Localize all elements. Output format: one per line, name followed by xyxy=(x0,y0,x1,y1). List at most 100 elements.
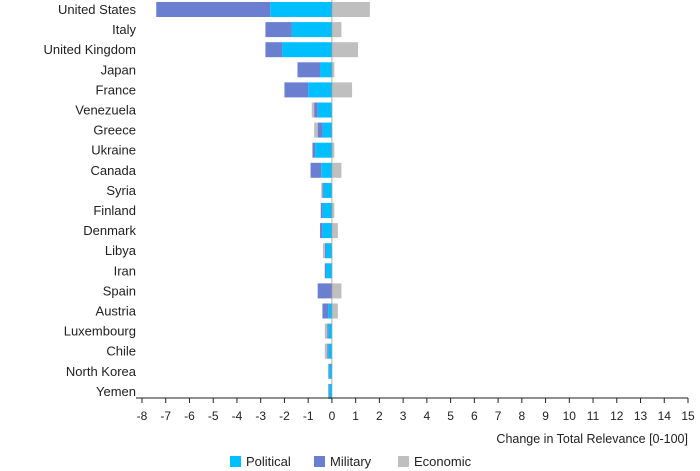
bar-military-north-korea xyxy=(328,363,330,379)
bar-military-iran xyxy=(324,263,326,279)
bar-political-italy xyxy=(291,22,332,38)
x-tick-label: 1 xyxy=(352,409,359,423)
legend-swatch-political xyxy=(230,456,241,467)
bar-political-austria xyxy=(328,303,332,319)
category-label: United States xyxy=(58,2,137,17)
bar-military-italy xyxy=(265,22,292,38)
bar-political-ukraine xyxy=(315,142,332,158)
category-label: Ukraine xyxy=(91,143,136,158)
bar-political-finland xyxy=(322,203,332,218)
bar-military-libya xyxy=(324,243,326,259)
x-tick-label: -3 xyxy=(255,409,266,423)
legend-swatch-military xyxy=(314,456,325,467)
category-label: Chile xyxy=(106,344,136,359)
x-tick-label: 8 xyxy=(518,409,525,423)
bar-economic-syria xyxy=(321,182,323,198)
bar-political-greece xyxy=(322,122,332,138)
x-tick-label: -4 xyxy=(232,409,243,423)
category-label: United Kingdom xyxy=(44,42,137,57)
bar-political-united-kingdom xyxy=(282,42,332,58)
bar-economic-spain xyxy=(331,283,342,299)
category-label: Syria xyxy=(106,183,136,198)
bar-political-iran xyxy=(325,263,332,279)
bar-political-chile xyxy=(328,343,332,359)
category-label: France xyxy=(96,82,136,97)
bar-military-yemen xyxy=(328,383,330,399)
legend-label-economic: Economic xyxy=(414,454,472,469)
category-label: North Korea xyxy=(66,364,137,379)
x-tick-label: 13 xyxy=(634,409,648,423)
category-label: Denmark xyxy=(83,223,136,238)
bar-economic-chile xyxy=(324,343,328,359)
bar-military-france xyxy=(284,82,309,98)
category-label: Austria xyxy=(96,304,137,319)
bar-economic-canada xyxy=(331,162,342,178)
bar-economic-austria xyxy=(331,303,338,319)
x-tick-label: 7 xyxy=(495,409,502,423)
bar-economic-denmark xyxy=(331,223,338,239)
bar-military-syria xyxy=(322,182,324,198)
bar-economic-libya xyxy=(322,243,325,259)
x-tick-label: -7 xyxy=(160,409,171,423)
bar-economic-venezuela xyxy=(311,102,315,118)
category-label: Spain xyxy=(103,283,136,298)
category-label: Finland xyxy=(93,203,136,218)
category-label: Japan xyxy=(101,62,136,77)
bar-military-ukraine xyxy=(312,142,316,158)
bar-economic-united-states xyxy=(331,2,370,17)
bar-military-denmark xyxy=(320,223,323,239)
bar-military-chile xyxy=(327,343,329,359)
bar-military-canada xyxy=(310,162,322,178)
x-axis-title: Change in Total Relevance [0-100] xyxy=(496,432,688,446)
bar-political-syria xyxy=(323,182,332,198)
x-tick-label: 6 xyxy=(471,409,478,423)
x-tick-label: -8 xyxy=(137,409,148,423)
x-tick-label: 9 xyxy=(542,409,549,423)
x-tick-label: -2 xyxy=(279,409,290,423)
bar-political-venezuela xyxy=(317,102,332,118)
x-tick-label: -6 xyxy=(184,409,195,423)
category-labels: United States Italy United Kingdom Japan Fra… xyxy=(44,2,137,399)
bar-political-canada xyxy=(321,162,332,178)
category-label: Italy xyxy=(112,22,136,37)
bar-military-united-kingdom xyxy=(265,42,283,58)
x-tick-label: 10 xyxy=(563,409,577,423)
legend-label-military: Military xyxy=(330,454,372,469)
bar-economic-greece xyxy=(314,122,318,138)
legend-label-political: Political xyxy=(246,454,291,469)
bar-military-japan xyxy=(297,62,321,78)
x-tick-label: -5 xyxy=(208,409,219,423)
bar-military-united-states xyxy=(156,2,271,17)
category-label: Venezuela xyxy=(75,103,136,118)
category-label: Yemen xyxy=(96,384,136,399)
bar-military-finland xyxy=(320,203,323,218)
x-tick-label: 2 xyxy=(376,409,383,423)
category-label: Iran xyxy=(114,263,136,278)
x-tick-label: 4 xyxy=(424,409,431,423)
bar-political-france xyxy=(308,82,332,98)
bar-political-libya xyxy=(325,243,332,259)
x-tick-label: 14 xyxy=(658,409,672,423)
category-label: Luxembourg xyxy=(64,324,136,339)
category-label: Libya xyxy=(105,243,137,258)
bar-political-luxembourg xyxy=(328,323,332,339)
bar-economic-finland xyxy=(331,203,335,218)
x-tick-label: 11 xyxy=(587,409,600,423)
x-tick-label: 12 xyxy=(610,409,624,423)
bar-political-japan xyxy=(320,62,332,78)
bar-economic-ukraine xyxy=(331,142,335,158)
bar-political-denmark xyxy=(322,223,332,239)
bar-political-yemen xyxy=(329,383,332,399)
legend-swatch-economic xyxy=(398,456,409,467)
category-label: Greece xyxy=(93,123,136,138)
x-tick-label: -1 xyxy=(303,409,314,423)
bar-economic-luxembourg xyxy=(324,323,328,339)
legend: Political Military Economic xyxy=(230,454,472,469)
bar-military-greece xyxy=(317,122,323,138)
bar-political-north-korea xyxy=(329,363,332,379)
bars-layer xyxy=(156,2,370,399)
bar-economic-italy xyxy=(331,22,342,38)
bar-military-venezuela xyxy=(314,102,318,118)
bar-economic-united-kingdom xyxy=(331,42,359,58)
